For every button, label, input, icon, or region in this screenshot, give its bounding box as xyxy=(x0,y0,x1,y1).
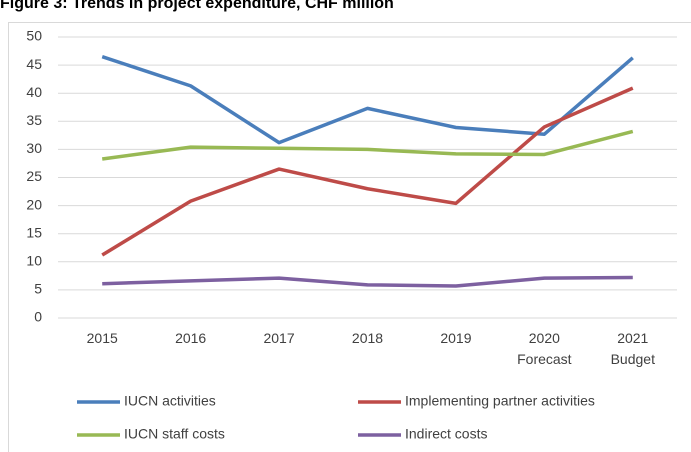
x-tick-label: 2018 xyxy=(351,330,384,346)
chart-title: Figure 3: Trends in project expenditure,… xyxy=(0,0,394,12)
x-tick-label: 2017 xyxy=(263,330,295,346)
y-tick-label: 50 xyxy=(26,28,42,44)
x-tick-label: 2019 xyxy=(440,330,472,346)
series-line xyxy=(101,129,634,161)
x-tick-label: 2016 xyxy=(175,330,207,346)
series-line xyxy=(101,55,634,145)
y-tick-label: 15 xyxy=(26,224,42,240)
y-tick-label: 20 xyxy=(26,196,42,212)
legend-label: Implementing partner activities xyxy=(405,393,595,409)
legend-label: IUCN staff costs xyxy=(124,426,225,442)
y-tick-label: 5 xyxy=(34,281,42,297)
y-tick-label: 35 xyxy=(26,112,42,128)
legend-label: IUCN activities xyxy=(124,393,216,409)
y-tick-label: 30 xyxy=(26,140,42,156)
y-tick-label: 0 xyxy=(34,309,42,325)
chart-border xyxy=(8,22,691,452)
y-tick-label: 45 xyxy=(26,56,42,72)
x-tick-label: 2020 Forecast xyxy=(517,330,572,367)
x-tick-label: 2015 xyxy=(86,330,118,346)
y-tick-label: 10 xyxy=(26,253,42,269)
y-tick-label: 25 xyxy=(26,168,42,184)
legend-label: Indirect costs xyxy=(405,426,487,442)
series-line xyxy=(101,86,634,257)
y-tick-label: 40 xyxy=(26,84,42,100)
x-tick-label: 2021 Budget xyxy=(610,330,655,367)
series-line xyxy=(102,275,633,288)
